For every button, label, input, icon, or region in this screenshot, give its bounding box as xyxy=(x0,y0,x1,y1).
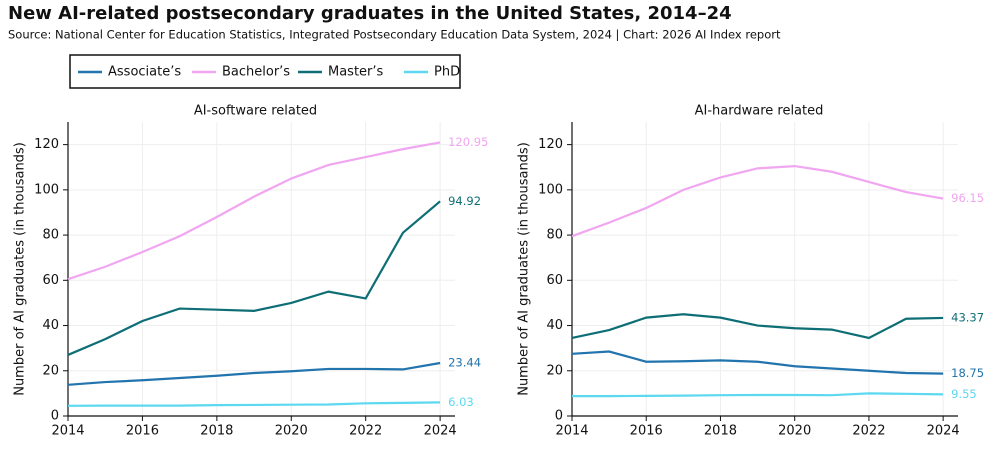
y-tick-label: 60 xyxy=(546,273,563,288)
line-series xyxy=(67,141,441,281)
x-tick-label: 2020 xyxy=(778,424,811,439)
line-series xyxy=(67,401,441,407)
y-tick-label: 0 xyxy=(51,409,59,424)
line-series xyxy=(67,361,441,386)
y-tick-label: 0 xyxy=(555,409,563,424)
x-tick-label: 2018 xyxy=(704,424,737,439)
x-tick-label: 2014 xyxy=(555,424,588,439)
line-series xyxy=(571,350,944,375)
legend-label: Master’s xyxy=(328,65,384,80)
legend-label: Bachelor’s xyxy=(222,65,290,80)
y-tick-label: 80 xyxy=(546,228,563,243)
x-tick-label: 2018 xyxy=(200,424,233,439)
y-tick-label: 40 xyxy=(42,318,59,333)
y-tick-label: 40 xyxy=(546,318,563,333)
value-label: 9.55 xyxy=(951,387,977,401)
y-axis-label: Number of AI graduates (in thousands) xyxy=(13,142,28,396)
x-tick-label: 2014 xyxy=(51,424,84,439)
y-tick-label: 20 xyxy=(546,363,563,378)
y-tick-label: 120 xyxy=(34,137,59,152)
x-tick-label: 2024 xyxy=(424,424,457,439)
line-series xyxy=(571,164,944,238)
chart-subtitle: Source: National Center for Education St… xyxy=(8,28,781,42)
y-tick-label: 80 xyxy=(42,228,59,243)
panel-title: AI-hardware related xyxy=(695,104,824,119)
value-label: 18.75 xyxy=(951,366,984,380)
value-label: 6.03 xyxy=(448,395,474,409)
x-tick-label: 2024 xyxy=(927,424,960,439)
line-series xyxy=(572,392,944,398)
legend-label: Associate’s xyxy=(108,65,181,80)
x-tick-label: 2016 xyxy=(630,424,663,439)
chart-title: New AI-related postsecondary graduates i… xyxy=(8,3,732,24)
legend-label: PhD xyxy=(434,65,460,80)
value-label: 94.92 xyxy=(448,194,481,208)
y-axis-label: Number of AI graduates (in thousands) xyxy=(517,142,532,396)
x-tick-label: 2020 xyxy=(275,424,308,439)
x-tick-label: 2022 xyxy=(349,424,382,439)
legend-box xyxy=(69,54,461,89)
x-tick-label: 2016 xyxy=(126,424,159,439)
line-series xyxy=(571,313,944,340)
value-label: 96.15 xyxy=(951,191,984,205)
value-label: 120.95 xyxy=(448,135,488,149)
y-tick-label: 100 xyxy=(34,182,59,197)
x-tick-label: 2022 xyxy=(852,424,885,439)
line-series xyxy=(67,200,441,356)
y-tick-label: 20 xyxy=(42,363,59,378)
y-tick-label: 60 xyxy=(42,273,59,288)
y-tick-label: 120 xyxy=(538,137,563,152)
value-label: 23.44 xyxy=(448,355,481,369)
panel-title: AI-software related xyxy=(194,104,317,119)
value-label: 43.37 xyxy=(951,310,984,324)
y-tick-label: 100 xyxy=(538,182,563,197)
